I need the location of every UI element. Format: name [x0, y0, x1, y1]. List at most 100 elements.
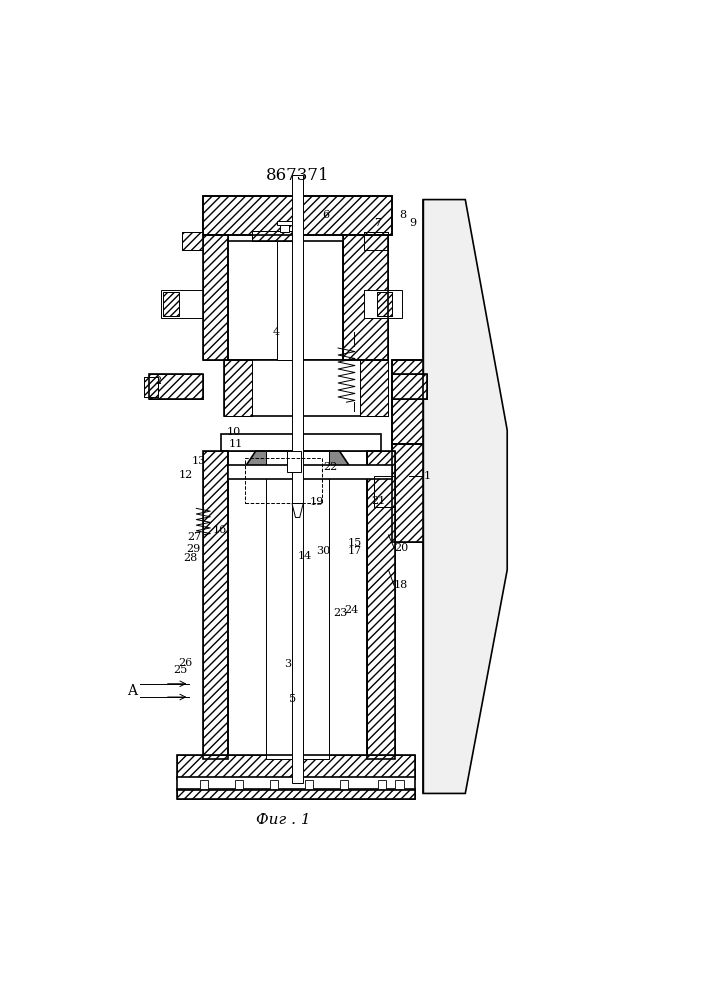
Bar	[276, 241, 294, 360]
Bar	[252, 231, 294, 241]
Bar	[392, 444, 423, 542]
Text: 3: 3	[284, 659, 291, 669]
Text: 16: 16	[212, 525, 227, 535]
Bar	[161, 290, 204, 318]
Bar	[392, 360, 423, 444]
Text: 7: 7	[375, 218, 382, 228]
Text: 24: 24	[344, 605, 358, 615]
Bar	[377, 292, 392, 316]
Bar	[221, 434, 382, 451]
Bar	[377, 292, 392, 316]
Bar	[392, 374, 427, 399]
Bar	[392, 360, 423, 444]
Bar	[392, 374, 427, 399]
Text: 22: 22	[324, 462, 338, 472]
Text: 10: 10	[226, 427, 240, 437]
Bar	[144, 377, 158, 397]
Bar	[149, 374, 204, 399]
Bar	[177, 789, 415, 799]
Bar	[182, 232, 204, 250]
Bar	[204, 196, 392, 235]
Text: 23: 23	[333, 608, 347, 618]
Text: 18: 18	[394, 580, 408, 590]
Text: 15: 15	[348, 538, 362, 548]
Text: 26: 26	[178, 658, 192, 668]
Bar	[228, 451, 368, 759]
Bar	[368, 451, 395, 759]
Bar	[224, 360, 388, 416]
Text: 19: 19	[310, 497, 324, 507]
Bar	[361, 360, 388, 416]
Bar	[228, 465, 392, 479]
Text: 30: 30	[317, 546, 331, 556]
Bar	[276, 221, 292, 225]
Bar	[292, 175, 303, 783]
Polygon shape	[242, 451, 354, 472]
Bar	[392, 444, 423, 542]
Bar	[378, 780, 386, 789]
Text: 27: 27	[187, 532, 201, 542]
Bar	[204, 235, 228, 360]
Bar	[375, 476, 395, 507]
Bar	[224, 360, 252, 416]
Text: 17: 17	[348, 546, 362, 556]
Bar	[269, 780, 278, 789]
Text: 13: 13	[192, 456, 206, 466]
Polygon shape	[284, 472, 354, 507]
Text: 29: 29	[186, 544, 200, 554]
Polygon shape	[423, 200, 465, 793]
Text: 8: 8	[399, 210, 406, 220]
Bar	[361, 360, 388, 416]
Bar	[228, 241, 343, 360]
Bar	[364, 232, 388, 250]
Bar	[287, 451, 301, 472]
Bar	[163, 292, 179, 316]
Text: 1: 1	[423, 471, 431, 481]
Polygon shape	[423, 200, 507, 793]
Bar	[392, 444, 423, 542]
Bar	[149, 374, 204, 399]
Text: 28: 28	[184, 553, 198, 563]
Bar	[204, 451, 228, 759]
Bar	[177, 755, 415, 779]
Bar	[224, 360, 252, 416]
Text: 867371: 867371	[266, 167, 329, 184]
Text: 25: 25	[173, 665, 187, 675]
Bar	[339, 780, 348, 789]
Bar	[305, 780, 313, 789]
Bar	[200, 780, 208, 789]
Bar	[163, 292, 179, 316]
Text: 5: 5	[289, 694, 296, 704]
Bar	[395, 780, 404, 789]
Text: Фиг . 1: Фиг . 1	[257, 813, 311, 827]
Text: 11: 11	[229, 439, 243, 449]
Bar	[177, 755, 415, 779]
Bar	[375, 476, 395, 507]
Text: A: A	[127, 684, 137, 698]
Bar	[392, 360, 423, 444]
Bar	[364, 232, 388, 250]
Text: 14: 14	[298, 551, 312, 561]
Text: 21: 21	[371, 496, 385, 506]
Polygon shape	[292, 503, 303, 517]
Bar	[343, 235, 388, 360]
Bar	[368, 451, 395, 759]
Bar	[204, 451, 228, 759]
Bar	[252, 231, 294, 241]
Bar	[144, 377, 158, 397]
Bar	[266, 451, 329, 759]
Text: 20: 20	[394, 543, 408, 553]
Bar	[364, 290, 402, 318]
Bar	[204, 235, 228, 360]
Text: 12: 12	[179, 470, 193, 480]
Text: 4: 4	[273, 327, 280, 337]
Bar	[204, 196, 392, 235]
Text: 6: 6	[322, 210, 329, 220]
Text: 2: 2	[154, 376, 161, 386]
Bar	[280, 223, 288, 232]
Bar	[235, 780, 243, 789]
Bar	[177, 789, 415, 799]
Text: 9: 9	[409, 218, 416, 228]
Bar	[177, 777, 415, 790]
Bar	[245, 458, 322, 503]
